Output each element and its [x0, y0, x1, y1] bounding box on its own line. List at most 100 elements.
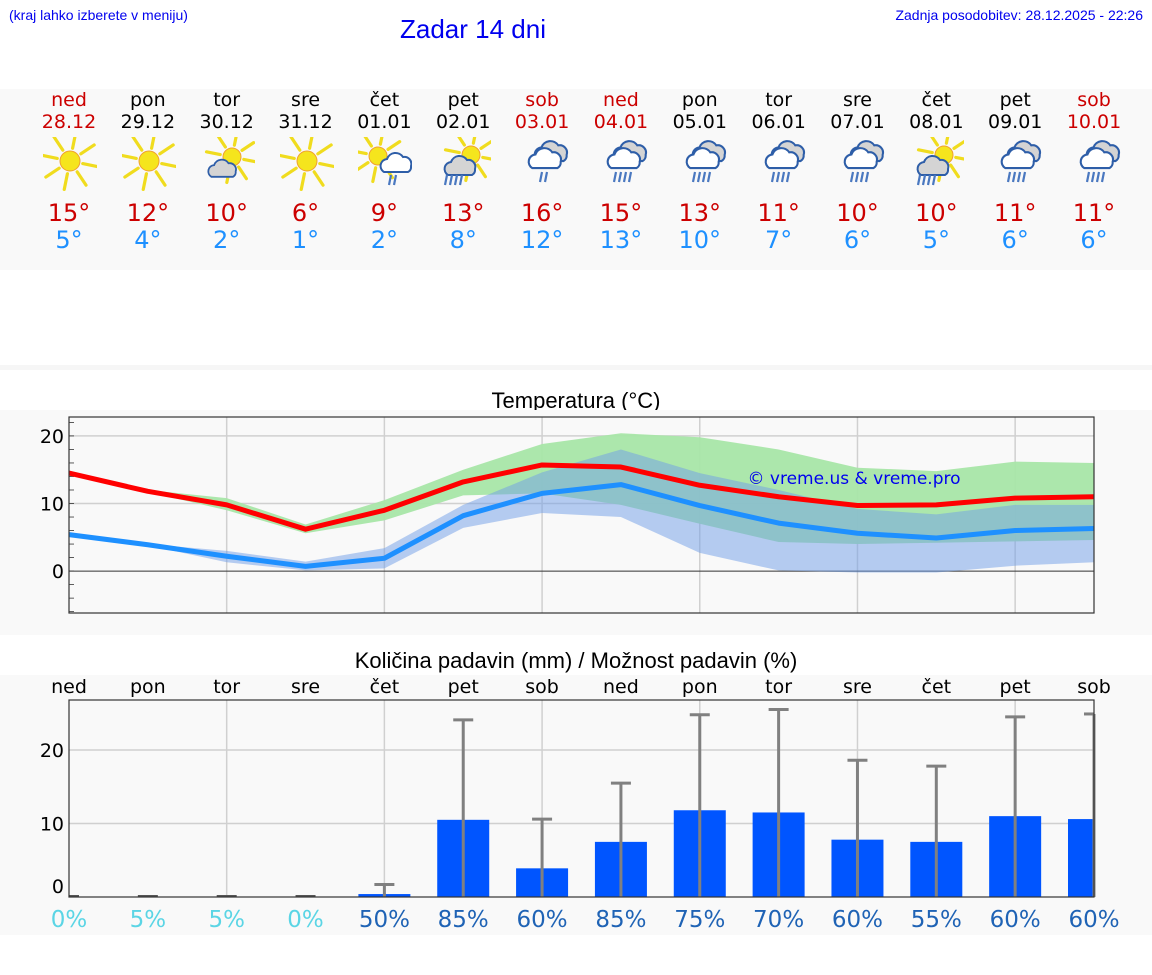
min-temperature: 10° [678, 226, 722, 254]
day-label: sob [525, 676, 559, 698]
max-temperature: 10° [836, 199, 879, 227]
sun-icon [39, 130, 101, 193]
precip-probability: 0% [287, 907, 324, 933]
day-label: ned [51, 676, 87, 698]
day-date: 04.01 [593, 111, 649, 133]
day-name: pon [129, 89, 166, 111]
forecast-day: pet 02.01 13° 8° [424, 89, 502, 270]
max-temperature: 10° [205, 199, 248, 227]
forecast-day: sob 03.01 16° 12° [503, 89, 581, 270]
forecast-day: čet 01.01 9° 2° [345, 89, 423, 270]
max-temperature: 11° [993, 199, 1037, 227]
day-name: sre [291, 89, 321, 111]
precip-probability: 5% [208, 907, 245, 933]
temperature-chart-title: Temperatura (°C) [491, 388, 661, 413]
precipitation-chart-title: Količina padavin (mm) / Možnost padavin … [354, 648, 798, 673]
min-temperature: 6° [1001, 226, 1029, 254]
precipitation-chart: ned pon tor sre čet pet sob ned pon tor sre čet pet s… [40, 676, 1120, 933]
cloud-rain-icon [832, 137, 886, 193]
day-name: ned [603, 89, 639, 111]
svg-text:10: 10 [40, 813, 64, 835]
forecast-panel: ned 28.12 15° 5° pon 29.12 12° 4° tor 30.12 10° 2° s… [0, 89, 1152, 270]
precipitation-chart-panel: ned pon tor sre čet pet sob ned pon tor sre čet pet s… [0, 675, 1152, 935]
precip-probability: 75% [674, 907, 725, 933]
page-title: Zadar 14 dni [400, 14, 546, 44]
precip-probability: 50% [359, 907, 410, 933]
day-name: čet [921, 89, 952, 111]
cloud-rain-icon [674, 137, 728, 193]
day-date: 29.12 [120, 111, 176, 133]
day-name: sob [1077, 89, 1111, 111]
max-temperature: 9° [370, 199, 399, 227]
forecast-day: pet 09.01 11° 6° [976, 89, 1054, 270]
forecast-day: sob 10.01 11° 6° [1055, 89, 1133, 270]
precip-probability: 85% [438, 907, 489, 933]
cloud-rain-icon [989, 137, 1043, 193]
watermark: © vreme.us & vreme.pro [747, 469, 960, 489]
day-label: tor [213, 676, 240, 698]
day-date: 01.01 [357, 111, 412, 133]
header-hint: (kraj lahko izberete v meniju) [9, 7, 188, 23]
day-label: sob [1077, 676, 1111, 698]
cloud-rain-icon [595, 137, 649, 193]
forecast-day: sre 31.12 6° 1° [267, 89, 345, 270]
sun-cloud-light-rain-icon [351, 128, 413, 193]
forecast-day: tor 06.01 11° 7° [740, 89, 818, 270]
min-temperature: 1° [291, 226, 320, 254]
day-label: pet [1000, 676, 1031, 698]
precip-probability: 5% [130, 907, 167, 933]
min-temperature: 6° [1080, 226, 1108, 254]
min-temperature: 2° [213, 226, 241, 254]
max-temperature: 13° [441, 199, 485, 227]
day-name: sob [525, 89, 559, 111]
min-temperature: 5° [55, 226, 83, 254]
forecast-day: tor 30.12 10° 2° [188, 89, 266, 270]
precip-probability: 0% [51, 907, 88, 933]
max-temperature: 11° [757, 199, 800, 227]
forecast-day: pon 29.12 12° 4° [109, 89, 187, 270]
day-date: 30.12 [199, 111, 254, 133]
max-temperature: 11° [1072, 199, 1116, 227]
day-label: pon [130, 676, 166, 698]
max-temperature: 15° [47, 199, 91, 227]
day-name: sre [843, 89, 872, 111]
precip-probability: 70% [753, 907, 804, 933]
precip-probability: 60% [517, 907, 568, 933]
precip-probability: 55% [911, 907, 962, 933]
cloud-light-rain-icon [516, 137, 570, 193]
max-temperature: 15° [599, 199, 643, 227]
min-temperature: 7° [765, 226, 793, 254]
max-temperature: 6° [291, 199, 320, 227]
day-label: ned [603, 676, 639, 698]
precip-probability: 60% [1068, 907, 1119, 933]
last-updated: Zadnja posodobitev: 28.12.2025 - 22:26 [895, 7, 1143, 23]
cloud-rain-icon [753, 137, 807, 193]
day-label: tor [765, 676, 792, 698]
day-name: pet [999, 89, 1031, 111]
forecast-day: pon 05.01 13° 10° [661, 89, 739, 270]
min-temperature: 6° [843, 226, 872, 254]
day-date: 08.01 [909, 111, 964, 133]
cloud-rain-icon [1068, 137, 1122, 193]
sun-cloud-rain-icon [910, 127, 972, 193]
day-date: 05.01 [672, 111, 727, 133]
day-label: pon [682, 676, 718, 698]
max-temperature: 12° [126, 199, 170, 227]
day-date: 10.01 [1066, 111, 1122, 133]
divider [0, 365, 1152, 370]
day-date: 02.01 [436, 111, 491, 133]
day-name: pet [447, 89, 479, 111]
min-temperature: 5° [922, 226, 950, 254]
sun-icon [276, 130, 337, 193]
max-temperature: 16° [520, 199, 564, 227]
svg-text:20: 20 [40, 426, 64, 448]
precip-probability: 60% [832, 907, 883, 933]
day-label: pet [448, 676, 479, 698]
min-temperature: 13° [599, 226, 643, 254]
svg-text:10: 10 [40, 494, 64, 516]
forecast-day: ned 04.01 15° 13° [582, 89, 660, 270]
day-date: 06.01 [751, 111, 806, 133]
sun-icon [118, 130, 179, 193]
forecast-day: sre 07.01 10° 6° [819, 89, 897, 270]
day-label: čet [922, 676, 952, 698]
